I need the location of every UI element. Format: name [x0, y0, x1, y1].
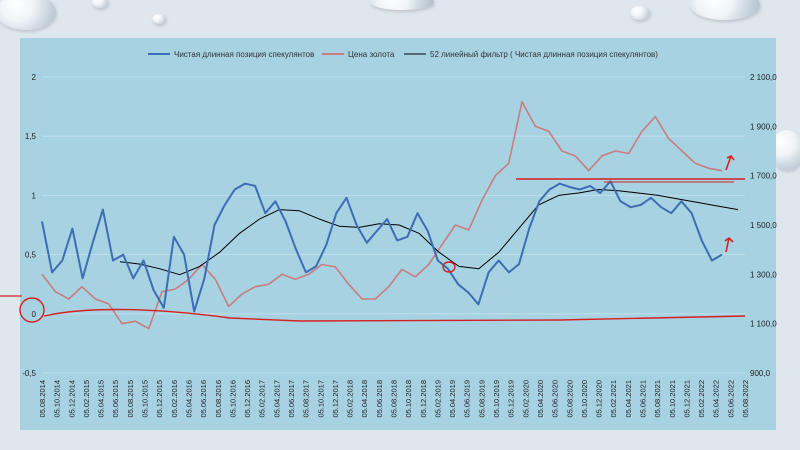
x-tick-label: 05.08.2017	[302, 380, 311, 418]
x-tick-label: 05.02.2022	[697, 380, 706, 418]
x-tick-label: 05.10.2020	[580, 380, 589, 418]
x-tick-label: 05.12.2017	[331, 380, 340, 418]
water-drop-decoration	[630, 6, 650, 20]
x-tick-label: 05.12.2014	[67, 380, 76, 418]
x-tick-label: 05.02.2020	[521, 380, 530, 418]
legend-label-gold: Цена золота	[348, 50, 395, 59]
x-tick-label: 05.08.2015	[126, 380, 135, 418]
x-tick-label: 05.02.2019	[433, 380, 442, 418]
x-tick-label: 05.06.2016	[199, 380, 208, 418]
y-left-tick-label: 0,5	[25, 251, 37, 260]
x-tick-label: 05.12.2020	[595, 380, 604, 418]
water-drop-decoration	[690, 0, 760, 20]
x-tick-label: 05.02.2021	[609, 380, 618, 418]
x-tick-label: 05.08.2020	[565, 380, 574, 418]
water-drop-decoration	[370, 0, 434, 10]
y-right-tick-label: 1 100,0	[750, 320, 777, 329]
x-tick-label: 05.10.2015	[141, 380, 150, 418]
x-tick-label: 05.06.2021	[638, 380, 647, 418]
water-drop-decoration	[152, 14, 166, 24]
x-tick-label: 05.08.2018	[390, 380, 399, 418]
x-tick-label: 05.06.2022	[726, 380, 735, 418]
x-tick-label: 05.04.2020	[536, 380, 545, 418]
series-line-filter	[119, 189, 739, 276]
x-tick-label: 05.04.2017	[272, 380, 281, 418]
y-left-tick-label: 1,5	[25, 132, 37, 141]
y-axis-right: 900,0 1 100,0 1 300,0 1 500,0 1 700,0 1 900,0…	[750, 73, 777, 378]
x-tick-label: 05.10.2018	[404, 380, 413, 418]
x-tick-label: 05.06.2018	[375, 380, 384, 418]
x-tick-label: 05.04.2021	[624, 380, 633, 418]
x-tick-label: 05.02.2018	[346, 380, 355, 418]
arrow-up-icon	[724, 236, 734, 253]
x-tick-label: 05.08.2014	[38, 380, 47, 418]
y-right-tick-label: 1 700,0	[750, 172, 777, 181]
y-left-tick-label: -0,5	[22, 369, 36, 378]
y-right-tick-label: 2 100,0	[750, 73, 777, 82]
x-tick-label: 05.02.2016	[170, 380, 179, 418]
y-right-tick-label: 1 500,0	[750, 221, 777, 230]
annotations	[0, 154, 746, 323]
x-tick-label: 05.08.2022	[741, 380, 750, 418]
x-tick-label: 05.08.2016	[214, 380, 223, 418]
x-tick-label: 05.02.2015	[82, 380, 91, 418]
y-right-tick-label: 900,0	[750, 369, 771, 378]
x-tick-label: 05.04.2015	[97, 380, 106, 418]
x-tick-label: 05.10.2016	[228, 380, 237, 418]
gridlines	[42, 76, 745, 374]
x-tick-label: 05.04.2018	[360, 380, 369, 418]
y-right-tick-label: 1 300,0	[750, 270, 777, 279]
x-tick-label: 05.12.2018	[419, 380, 428, 418]
x-tick-label: 05.10.2019	[492, 380, 501, 418]
x-tick-label: 05.04.2019	[448, 380, 457, 418]
x-tick-label: 05.06.2017	[287, 380, 296, 418]
x-tick-label: 05.10.2014	[53, 380, 62, 418]
water-drop-decoration	[92, 0, 108, 8]
y-left-tick-label: 2	[32, 73, 37, 82]
x-tick-label: 05.06.2019	[463, 380, 472, 418]
x-tick-label: 05.12.2019	[507, 380, 516, 418]
annotation-circle-zero	[19, 297, 45, 323]
x-tick-label: 05.06.2020	[551, 380, 560, 418]
legend-label-spec: Чистая длинная позиция спекулянтов	[174, 50, 314, 59]
x-axis: 05.08.2014 05.10.2014 05.12.2014 05.02.2015…	[38, 380, 750, 418]
y-left-tick-label: 1	[32, 191, 37, 200]
y-axis-left: -0,5 0 0,5 1 1,5 2	[22, 73, 36, 378]
x-tick-label: 05.12.2016	[243, 380, 252, 418]
legend: Чистая длинная позиция спекулянтов Цена …	[148, 50, 658, 59]
x-tick-label: 05.12.2021	[682, 380, 691, 418]
x-tick-label: 05.10.2017	[316, 380, 325, 418]
x-tick-label: 05.08.2021	[653, 380, 662, 418]
x-tick-label: 05.04.2016	[184, 380, 193, 418]
x-tick-label: 05.06.2015	[111, 380, 120, 418]
series-line-speculators	[41, 180, 723, 313]
chart-background	[20, 38, 776, 430]
y-left-tick-label: 0	[32, 310, 37, 319]
x-tick-label: 05.08.2019	[477, 380, 486, 418]
y-right-tick-label: 1 900,0	[750, 122, 777, 131]
x-tick-label: 05.12.2015	[155, 380, 164, 418]
x-tick-label: 05.02.2017	[258, 380, 267, 418]
annotation-circle-2019	[442, 261, 456, 273]
annotation-line-zero	[43, 308, 746, 322]
water-drop-decoration	[0, 0, 56, 30]
x-tick-label: 05.04.2022	[712, 380, 721, 418]
legend-label-filter: 52 линейный фильтр ( Чистая длинная пози…	[430, 50, 658, 59]
x-tick-label: 05.10.2021	[668, 380, 677, 418]
arrow-up-icon	[725, 154, 735, 171]
